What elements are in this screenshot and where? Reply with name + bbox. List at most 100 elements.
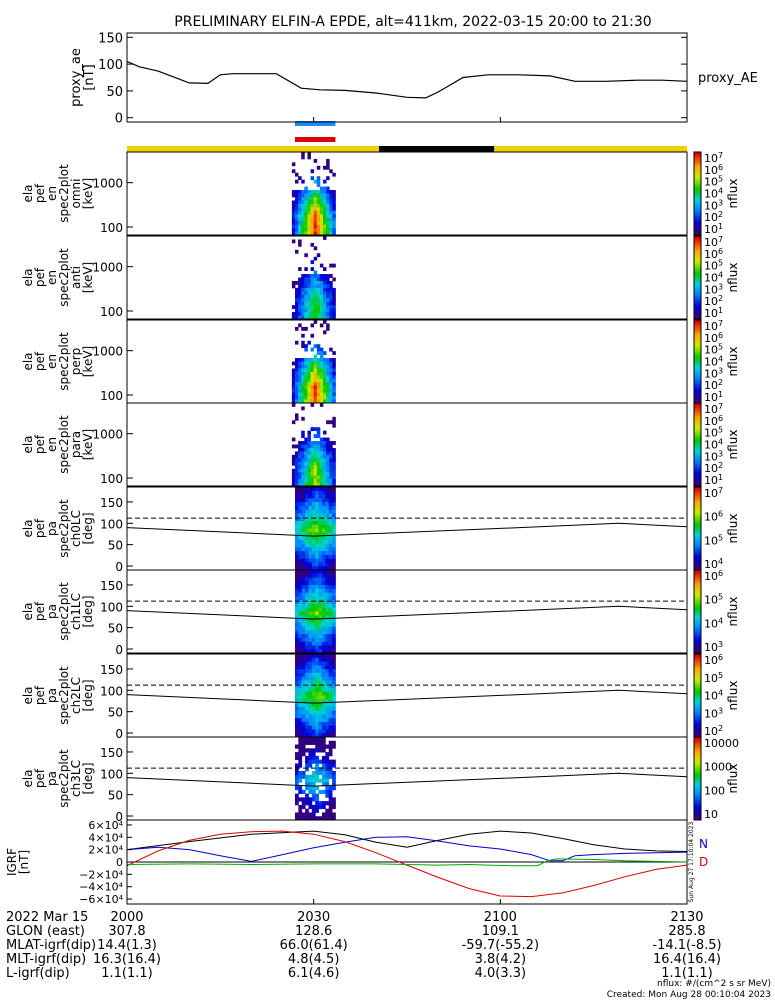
spectrogram-cell bbox=[301, 371, 305, 376]
colorbar-swatch bbox=[694, 739, 701, 742]
colorbar-swatch bbox=[694, 432, 701, 435]
spectrogram-cell bbox=[298, 221, 302, 226]
pitch-angle-cell bbox=[315, 588, 319, 594]
spectrogram-cell bbox=[332, 416, 336, 421]
spectrogram-cell bbox=[323, 330, 327, 335]
spectrogram-cell bbox=[323, 358, 327, 362]
spectrogram-cell bbox=[326, 451, 330, 456]
pitch-angle-cell bbox=[332, 665, 336, 670]
pitch-angle-cell bbox=[315, 649, 319, 654]
pitch-angle-cell bbox=[308, 603, 313, 609]
panel-axis-label: [deg] bbox=[81, 680, 95, 712]
pitch-angle-cell bbox=[328, 637, 333, 643]
pitch-angle-cell bbox=[308, 774, 313, 779]
spectrogram-cell bbox=[295, 382, 299, 387]
pitch-angle-cell bbox=[318, 804, 323, 810]
pitch-angle-cell bbox=[301, 710, 306, 715]
colorbar-swatch bbox=[694, 168, 701, 172]
pitch-angle-cell bbox=[321, 759, 326, 764]
pitch-angle-cell bbox=[305, 577, 309, 582]
pitch-angle-cell bbox=[321, 733, 326, 738]
spectrogram-cell bbox=[295, 454, 299, 459]
pitch-angle-cell bbox=[332, 528, 336, 533]
pitch-angle-cell bbox=[301, 816, 306, 821]
spectrogram-cell bbox=[332, 364, 336, 369]
panel-axis-label: ch3LC bbox=[69, 760, 83, 797]
spectrogram-cell bbox=[323, 301, 327, 306]
spectrogram-cell bbox=[319, 308, 324, 313]
colorbar-swatch bbox=[694, 596, 701, 600]
spectrogram-cell bbox=[313, 214, 318, 219]
spectrogram-cell bbox=[291, 231, 296, 236]
colorbar-swatch bbox=[694, 294, 701, 297]
pitch-angle-cell bbox=[308, 494, 313, 499]
spectrogram-cell bbox=[298, 298, 302, 303]
panel-axis-label: en bbox=[45, 354, 59, 369]
spectrogram-cell bbox=[319, 368, 324, 373]
spectrogram-cell bbox=[291, 392, 296, 397]
pitch-angle-cell bbox=[321, 755, 326, 761]
spectrogram-cell bbox=[291, 399, 296, 404]
spectrogram-cell bbox=[310, 203, 315, 208]
pitch-angle-cell bbox=[332, 588, 336, 594]
colorbar-swatch bbox=[694, 304, 701, 308]
pitch-angle-cell bbox=[305, 554, 309, 560]
colorbar-swatch bbox=[694, 230, 701, 234]
spectrogram-cell bbox=[298, 479, 302, 483]
pitch-angle-cell bbox=[318, 637, 323, 643]
pitch-angle-cell bbox=[311, 539, 316, 544]
pitch-angle-cell bbox=[301, 789, 306, 794]
pitch-angle-cell bbox=[308, 570, 313, 575]
spectrogram-cell bbox=[316, 228, 321, 232]
pitch-angle-cell bbox=[311, 581, 316, 586]
spectrogram-cell bbox=[291, 479, 296, 483]
pitch-angle-cell bbox=[325, 513, 330, 518]
loss-cone-line bbox=[126, 689, 688, 704]
spectrogram-cell bbox=[301, 458, 305, 463]
pitch-angle-frame bbox=[126, 653, 688, 738]
pitch-angle-cell bbox=[325, 786, 330, 791]
pitch-angle-cell bbox=[311, 498, 316, 503]
colorbar-swatch bbox=[694, 540, 701, 544]
spectrogram-cell bbox=[319, 403, 324, 407]
spectrogram-cell bbox=[313, 461, 318, 466]
pitch-angle-cell bbox=[295, 729, 299, 734]
pitch-angle-cell bbox=[305, 763, 309, 768]
pitch-angle-cell bbox=[325, 607, 330, 612]
panel-axis-label: [deg] bbox=[81, 763, 95, 795]
spectrogram-cell bbox=[304, 231, 308, 236]
pitch-angle-cell bbox=[308, 513, 313, 518]
spectrogram-cell bbox=[310, 193, 315, 198]
pitch-angle-cell bbox=[325, 665, 330, 670]
pitch-angle-cell bbox=[305, 558, 309, 563]
colorbar-swatch bbox=[694, 260, 701, 264]
pitch-angle-cell bbox=[301, 649, 306, 654]
pitch-angle-cell bbox=[315, 729, 319, 734]
spectrogram-cell bbox=[307, 441, 311, 445]
pitch-angle-cell bbox=[321, 637, 326, 643]
pitch-angle-cell bbox=[315, 573, 319, 578]
pitch-angle-cell bbox=[328, 706, 333, 711]
colorbar-swatch bbox=[694, 210, 701, 213]
spectrogram-cell bbox=[332, 389, 336, 394]
pitch-angle-cell bbox=[315, 718, 319, 723]
colorbar-swatch bbox=[694, 183, 701, 186]
spectrogram-cell bbox=[298, 291, 302, 296]
pitch-angle-cell bbox=[295, 744, 299, 749]
pitch-angle-cell bbox=[308, 684, 313, 689]
pitch-angle-cell bbox=[325, 789, 330, 794]
spectrogram-cell bbox=[319, 444, 324, 449]
spectrogram-cell bbox=[304, 298, 308, 303]
colorbar-swatch bbox=[694, 289, 701, 293]
pitch-angle-cell bbox=[328, 687, 333, 693]
pitch-angle-cell bbox=[305, 615, 309, 620]
spectrogram-cell bbox=[313, 200, 318, 205]
pitch-angle-cell bbox=[301, 676, 306, 681]
pitch-angle-cell bbox=[328, 641, 333, 646]
colorbar-swatch bbox=[694, 369, 701, 373]
pitch-angle-cell bbox=[301, 661, 306, 666]
spectrogram-cell bbox=[329, 392, 333, 397]
spectrogram-cell bbox=[316, 165, 321, 170]
spectrogram-cell bbox=[307, 378, 311, 383]
pitch-angle-cell bbox=[328, 577, 333, 582]
